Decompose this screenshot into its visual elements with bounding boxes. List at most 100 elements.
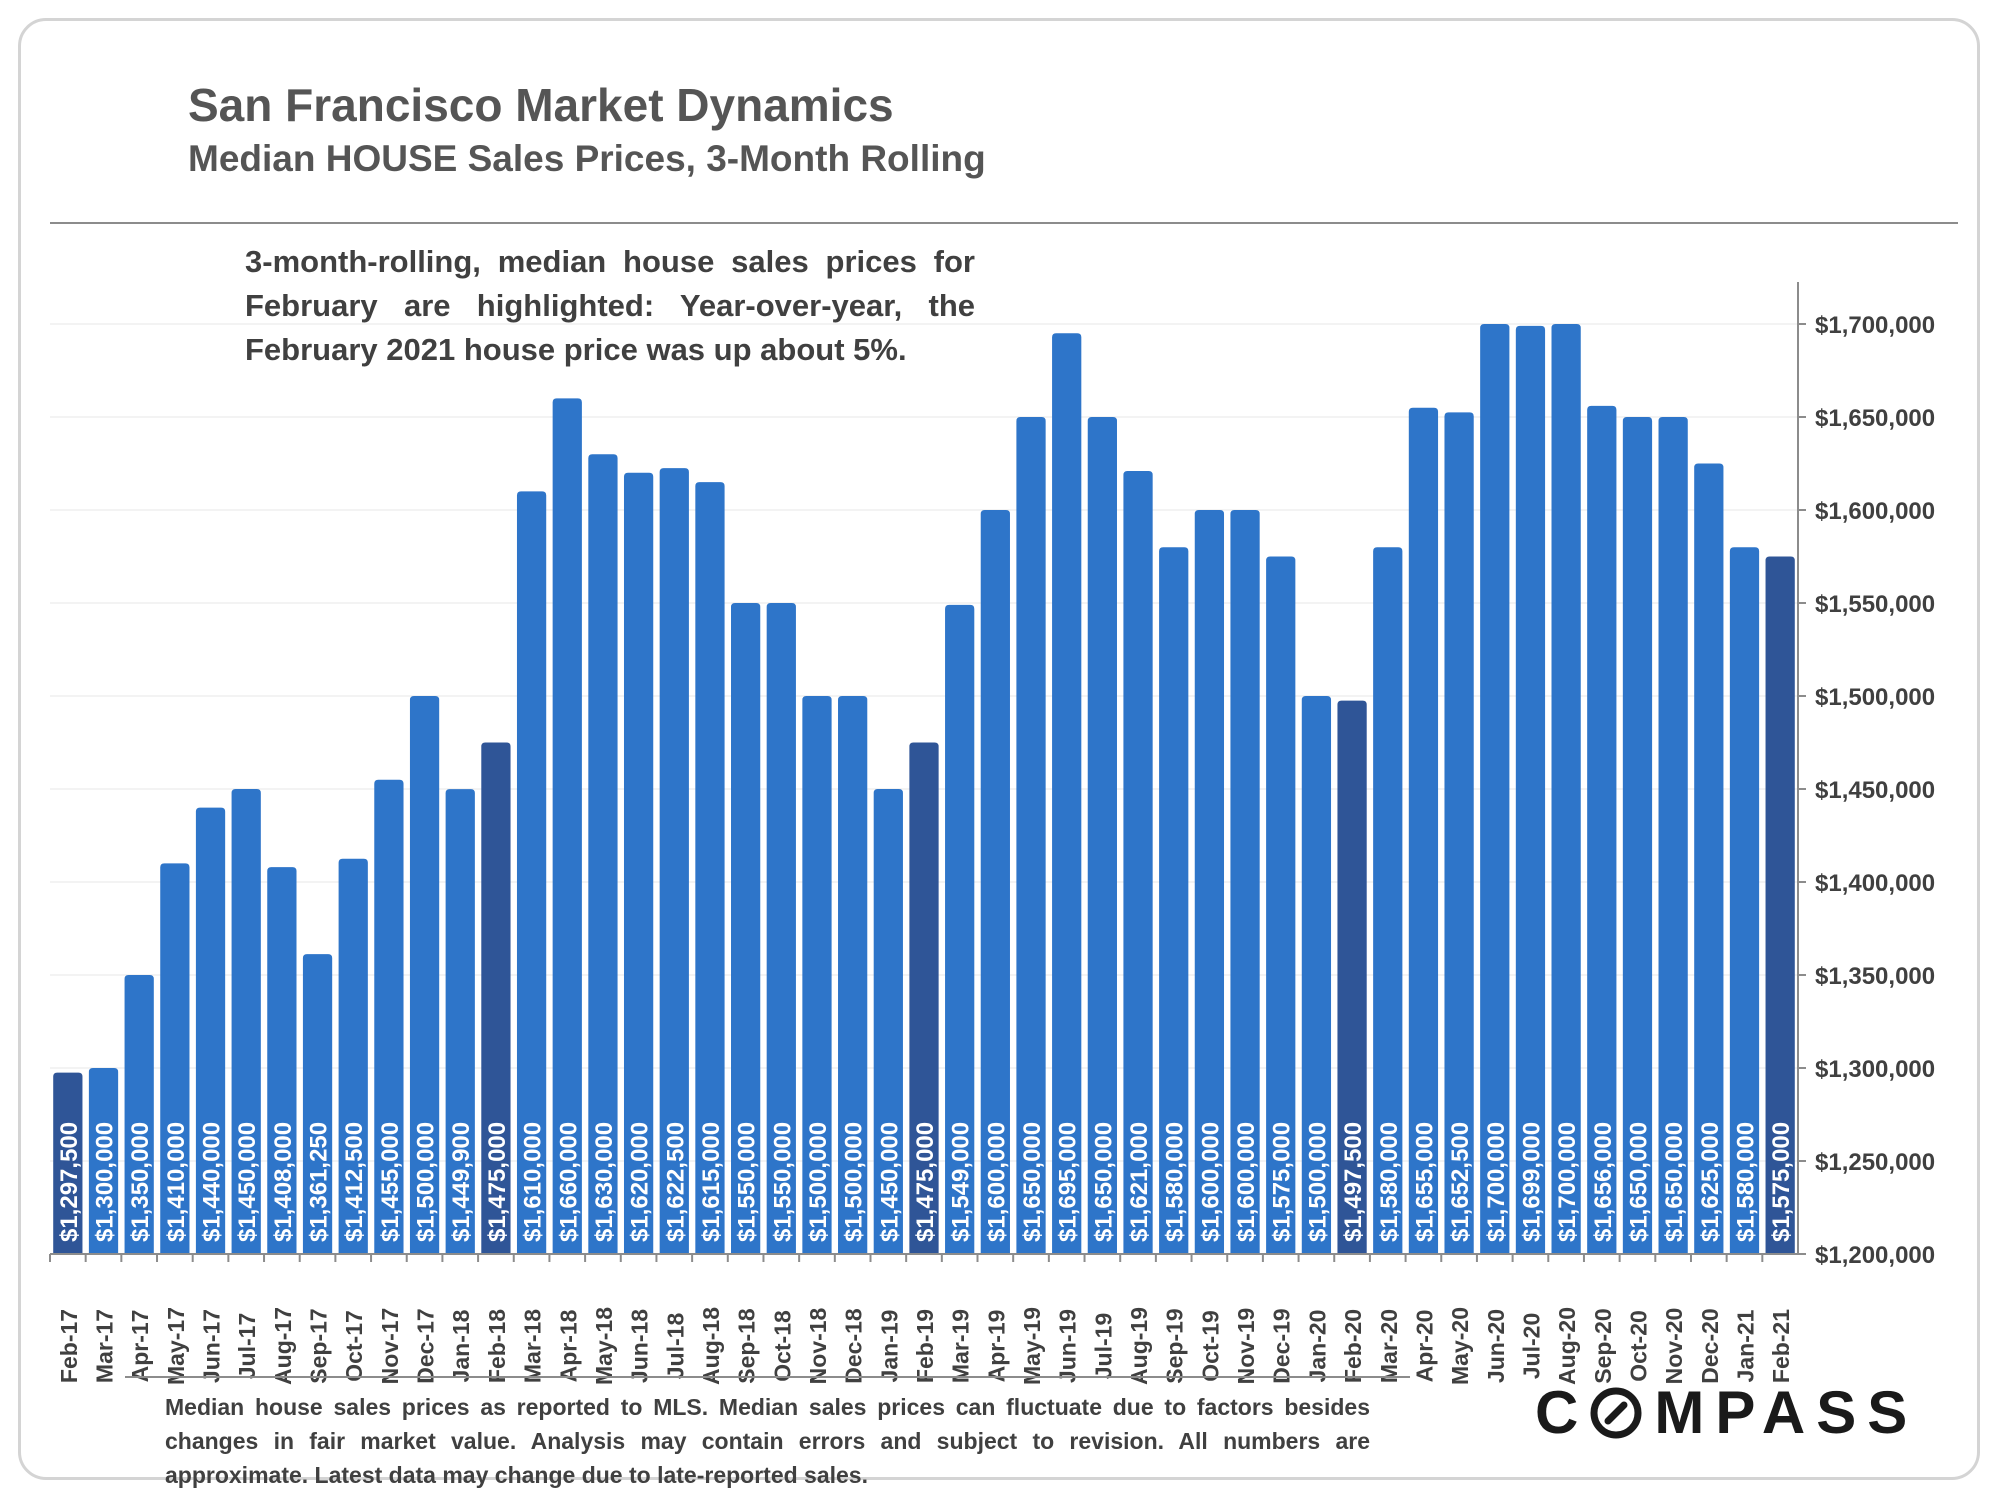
bar-data-label: $1,500,000 (841, 1122, 868, 1242)
bar (1444, 412, 1474, 1255)
bar-data-label: $1,699,000 (1518, 1122, 1545, 1242)
bar (588, 454, 618, 1254)
bar-data-label: $1,650,000 (1019, 1122, 1046, 1242)
x-tick-label: Oct-20 (1625, 1310, 1651, 1382)
bar (1052, 333, 1082, 1254)
x-tick-label: Mar-18 (520, 1309, 546, 1383)
x-tick-label: Aug-20 (1554, 1307, 1580, 1385)
bar (1301, 696, 1332, 1254)
x-tick-label: Dec-17 (413, 1308, 439, 1383)
x-tick-label: May-19 (1019, 1307, 1045, 1385)
bar (1480, 324, 1510, 1254)
bar (838, 696, 868, 1254)
bar-data-label: $1,600,000 (983, 1122, 1010, 1242)
bar (231, 789, 261, 1254)
bar-data-label: $1,500,000 (1304, 1122, 1331, 1242)
y-tick-label: $1,300,000 (1815, 1056, 1935, 1083)
bar (516, 491, 547, 1254)
y-tick-label: $1,500,000 (1815, 684, 1935, 711)
bar-data-label: $1,450,000 (234, 1122, 261, 1242)
x-tick-label: Apr-17 (127, 1310, 153, 1383)
bar (1337, 700, 1367, 1254)
bar-data-label: $1,497,500 (1340, 1122, 1367, 1242)
bar (945, 604, 975, 1254)
bar-data-label: $1,575,000 (1768, 1122, 1795, 1242)
x-tick-label: Nov-19 (1233, 1308, 1259, 1385)
bar-data-label: $1,656,000 (1590, 1122, 1617, 1242)
bar (1587, 405, 1617, 1255)
y-tick-label: $1,400,000 (1815, 870, 1935, 897)
bar-data-label: $1,652,500 (1447, 1122, 1474, 1242)
x-tick-label: Sep-18 (734, 1308, 760, 1384)
x-tick-label: Oct-19 (1197, 1310, 1223, 1382)
bar (1266, 556, 1296, 1254)
bar (1408, 407, 1439, 1254)
chart-title: San Francisco Market Dynamics (188, 79, 894, 131)
bar (53, 1072, 83, 1254)
x-tick-label: Jun-17 (199, 1309, 225, 1383)
bar-data-label: $1,621,000 (1126, 1122, 1153, 1242)
bar-data-label: $1,475,000 (484, 1122, 511, 1242)
x-tick-label: Jan-18 (448, 1309, 474, 1382)
bar-data-label: $1,650,000 (1625, 1122, 1652, 1242)
bar-data-label: $1,695,000 (1055, 1122, 1082, 1242)
bar (1694, 463, 1724, 1254)
bar (160, 863, 190, 1254)
x-tick-label: Mar-17 (92, 1309, 118, 1383)
bar-data-label: $1,412,500 (341, 1122, 368, 1242)
y-tick-label: $1,450,000 (1815, 777, 1935, 804)
x-tick-label: Apr-19 (983, 1310, 1009, 1383)
bar-data-label: $1,580,000 (1162, 1122, 1189, 1242)
bar-data-label: $1,580,000 (1376, 1122, 1403, 1242)
bar (1016, 417, 1046, 1254)
logo-text-start: C (1535, 1379, 1590, 1446)
bar-data-label: $1,450,000 (876, 1122, 903, 1242)
bar-data-label: $1,361,250 (306, 1122, 333, 1242)
bar-data-label: $1,700,000 (1554, 1122, 1581, 1242)
bar (802, 696, 832, 1254)
bar-data-label: $1,615,000 (698, 1122, 725, 1242)
bar (338, 858, 368, 1254)
x-tick-label: Jul-18 (662, 1313, 688, 1380)
bar (766, 603, 796, 1254)
y-tick-label: $1,600,000 (1815, 498, 1935, 525)
bar (1230, 510, 1260, 1254)
bar-data-label: $1,580,000 (1732, 1122, 1759, 1242)
bar (445, 789, 475, 1254)
bar-data-label: $1,650,000 (1661, 1122, 1688, 1242)
bar-data-label: $1,660,000 (555, 1122, 582, 1242)
bar-data-label: $1,410,000 (163, 1122, 190, 1242)
chart-annotation: 3-month-rolling, median house sales pric… (245, 244, 975, 367)
x-tick-label: Apr-20 (1411, 1310, 1437, 1383)
bar-data-label: $1,549,000 (948, 1122, 975, 1242)
footnote-divider (125, 1376, 1410, 1378)
bar (659, 468, 689, 1254)
bar-data-label: $1,550,000 (769, 1122, 796, 1242)
bar-data-label: $1,622,500 (662, 1122, 689, 1242)
bar (1765, 556, 1795, 1254)
bar (695, 482, 725, 1255)
bar-data-label: $1,500,000 (413, 1122, 440, 1242)
x-tick-label: Dec-18 (841, 1308, 867, 1384)
bar-data-label: $1,655,000 (1411, 1122, 1438, 1242)
bar (1729, 547, 1760, 1254)
bar (195, 807, 226, 1254)
x-tick-label: Dec-19 (1269, 1308, 1295, 1383)
x-tick-label: Aug-17 (270, 1307, 296, 1385)
x-tick-label: Nov-17 (377, 1308, 403, 1385)
x-tick-label: Nov-18 (805, 1307, 831, 1384)
x-tick-label: Jan-21 (1732, 1309, 1758, 1382)
x-tick-label: Jan-20 (1304, 1310, 1330, 1383)
x-tick-label: Jul-19 (1090, 1313, 1116, 1379)
x-tick-label: Feb-17 (56, 1309, 82, 1383)
bar-data-label: $1,455,000 (377, 1122, 404, 1242)
x-tick-label: May-18 (591, 1307, 617, 1385)
bar (409, 696, 440, 1254)
bar-data-label: $1,300,000 (92, 1122, 119, 1242)
x-tick-label: Feb-20 (1340, 1309, 1366, 1383)
x-tick-label: Aug-18 (698, 1307, 724, 1385)
bar-data-label: $1,625,000 (1697, 1122, 1724, 1242)
bar (302, 954, 333, 1254)
y-tick-label: $1,250,000 (1815, 1149, 1935, 1176)
